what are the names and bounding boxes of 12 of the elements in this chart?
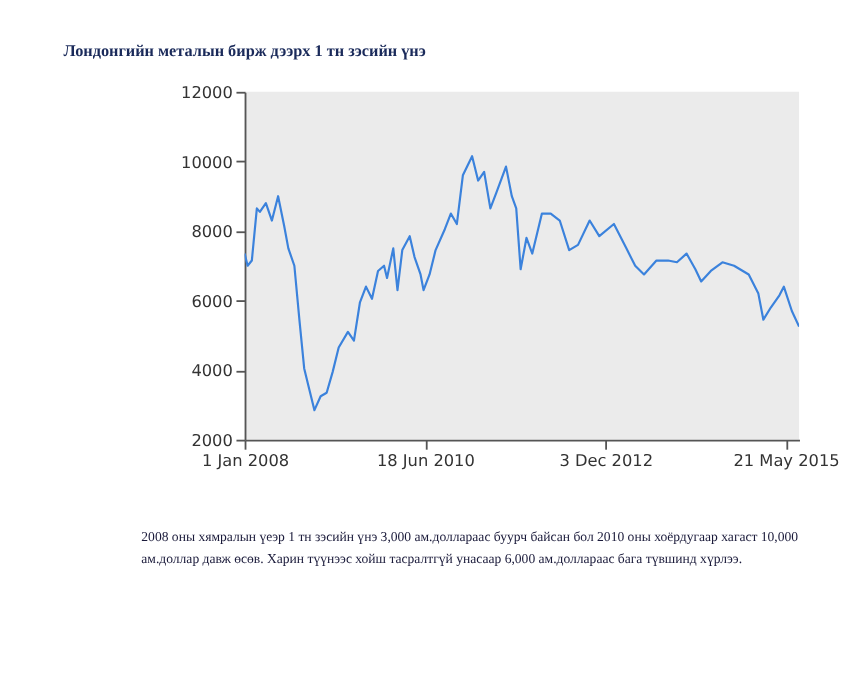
y-tick-label: 2000 (191, 430, 233, 451)
x-tick-label: 21 May 2015 (733, 449, 840, 470)
y-tick-label: 10000 (181, 151, 233, 172)
y-tick-label: 12000 (181, 82, 233, 103)
x-tick-label: 1 Jan 2008 (201, 449, 290, 470)
x-tick-label: 3 Dec 2012 (559, 449, 654, 470)
y-tick-label: 4000 (191, 360, 233, 381)
x-tick-label: 18 Jun 2010 (376, 449, 475, 470)
line-series (244, 155, 800, 412)
chart-title: Лондонгийн металын бирж дээрх 1 тн зэсийн үнэ (63, 41, 427, 60)
y-tick-label: 8000 (191, 221, 233, 242)
y-tick-label: 6000 (191, 290, 233, 311)
